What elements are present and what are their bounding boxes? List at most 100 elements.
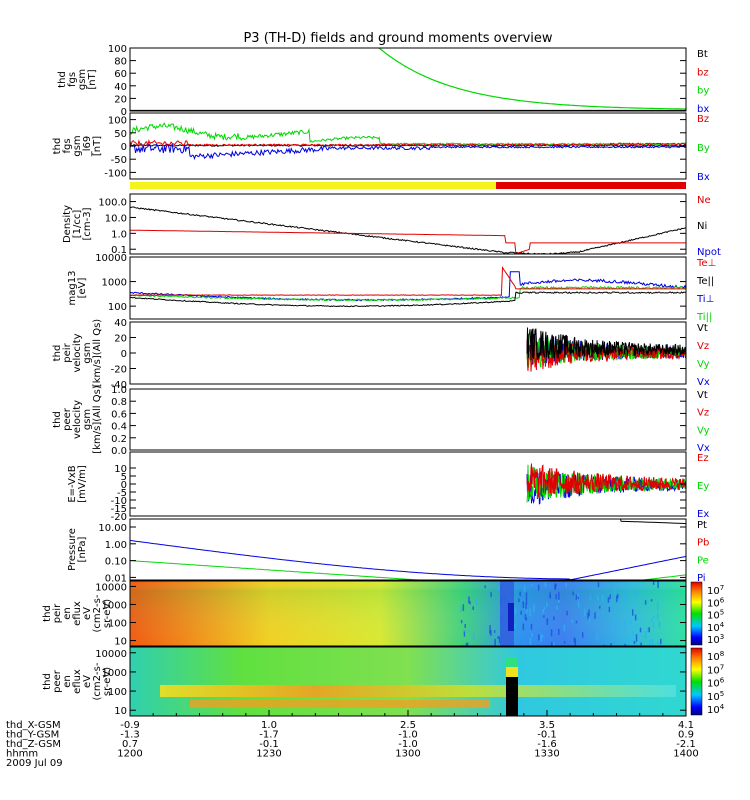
spectrogram-speckle [484, 585, 486, 589]
spectrogram-speckle [546, 618, 549, 622]
legend-Pi: Pi [697, 573, 706, 584]
ylabel-line: Pressure [67, 528, 78, 571]
xaxis-row-value: 0.9 [678, 730, 694, 741]
ylabel-line: thd [57, 71, 68, 88]
ylabel-line: [nPa] [77, 536, 88, 562]
ylabel-line: peer [52, 669, 63, 693]
spectrogram-speckle [601, 594, 604, 602]
ylabel-line: peir [52, 603, 63, 623]
spectrogram-speckle [658, 621, 661, 629]
spectrogram-speckle [464, 624, 466, 628]
panel-temp: 10000 1000 100 mag13 [eV] Te⊥ Te|| Ti⊥ Ti|| [67, 253, 716, 323]
ylabel-density: Density [1/cc] [cm-3] [62, 205, 93, 243]
spectrogram-speckle [554, 583, 557, 590]
spectrogram-speckle [587, 612, 589, 620]
xaxis-date: 2009 Jul 09 [6, 758, 63, 769]
colorbar [690, 581, 703, 646]
ytick-label: 1.0 [111, 385, 127, 396]
ytick-label: 80 [114, 57, 127, 68]
legend-Vt: Vt [697, 390, 708, 401]
ylabel-line: [eV] [77, 278, 88, 299]
colorbar [690, 647, 703, 716]
xaxis-row-value: 0.7 [122, 739, 138, 750]
xaxis-row-value: 2.5 [400, 720, 416, 731]
ylabel-line: en [62, 607, 73, 620]
spectrogram-speckle [524, 614, 527, 620]
trace-by [378, 48, 686, 110]
legend-By: By [697, 143, 710, 154]
spectrogram-speckle [460, 620, 463, 624]
ytick-label: -15 [111, 504, 127, 515]
spectrogram-speckle [460, 606, 463, 612]
mode-bar-fast [496, 182, 686, 189]
spectrogram-speckle [497, 587, 500, 591]
spectrogram-speckle [533, 604, 535, 612]
spectrogram-speckle [489, 631, 491, 634]
spectrogram-speckle [522, 623, 525, 631]
legend-Vy: Vy [697, 425, 710, 436]
spectrogram-speckle [575, 594, 578, 600]
spectrogram-speckle [498, 636, 501, 644]
spectrogram-speckle [648, 643, 651, 646]
spectrogram-speckle [526, 609, 528, 614]
ylabel-line: thd [42, 673, 53, 690]
legend-Bt: Bt [697, 49, 708, 60]
xaxis-row-value: 1400 [673, 749, 698, 760]
ytick-label: 10000 [95, 253, 127, 264]
spectrogram-speckle [657, 581, 659, 589]
ylabel-line: [1/cc] [72, 210, 83, 239]
mode-bar-slow [130, 182, 496, 189]
spectrogram-speckle [462, 604, 465, 611]
spectrogram-speckle [639, 627, 642, 633]
spectrogram-speckle [518, 598, 520, 603]
spectrogram-speckle [519, 591, 521, 597]
legend-Ne: Ne [697, 195, 711, 206]
ytick-label: 0.1 [111, 245, 127, 256]
spectrogram-speckle [522, 601, 525, 608]
spectrogram-speckle [614, 586, 616, 595]
spectrogram-speckle [644, 631, 647, 639]
spectrogram-speckle [651, 638, 654, 646]
spectrogram-speckle [490, 629, 492, 636]
spectrogram-speckle [482, 605, 485, 610]
trace-Bz [130, 139, 686, 148]
ytick-label: -50 [111, 155, 127, 166]
ylabel-line: en [62, 675, 73, 688]
ytick-label: 100 [108, 302, 127, 313]
spectrogram-speckle [563, 624, 566, 632]
colorbar-label: 106 [707, 677, 725, 690]
xaxis-row-value: 3.5 [539, 720, 555, 731]
spectrogram-speckle [469, 601, 471, 605]
spectrogram-speckle [574, 638, 576, 646]
spectrogram-speckle [546, 602, 548, 607]
spectrogram-speckle [571, 619, 573, 623]
ytick-label: -20 [111, 365, 127, 376]
ytick-label: 10 [114, 464, 127, 475]
ylabel-peir_spec: thd peir en eflux eV (cm2-s-sr-eV) [42, 594, 113, 632]
spectrogram-speckle [624, 643, 626, 646]
spectrogram-speckle [489, 625, 491, 633]
spectrogram-speckle [610, 643, 612, 646]
ytick-label: 0.01 [105, 573, 127, 584]
legend-Pb: Pb [697, 538, 709, 549]
spectrogram-speckle [572, 591, 574, 596]
panel-frame [129, 388, 687, 451]
spectrogram-speckle [529, 637, 532, 645]
ylabel-line: gsm [72, 135, 83, 156]
colorbar-label: 108 [707, 650, 724, 663]
spectrogram-speckle [651, 618, 653, 622]
colorbar-label: 107 [707, 584, 724, 597]
legend-Te||: Te|| [696, 276, 714, 287]
trace-Te-perp [130, 266, 686, 296]
ylabel-efield: E=-VxB [mV/m] [67, 465, 88, 503]
ytick-label: 0.4 [111, 422, 127, 433]
spectrogram-speckle [523, 644, 526, 646]
spectrogram-speckle [583, 609, 586, 616]
legend-Ex: Ex [697, 509, 709, 520]
panel-content-fgs_mag [130, 122, 686, 161]
trace-Ni [130, 206, 686, 254]
spectrogram-speckle [588, 616, 591, 623]
ytick-label: 10000 [95, 649, 127, 660]
xaxis-row-label: hhmm [6, 749, 38, 760]
